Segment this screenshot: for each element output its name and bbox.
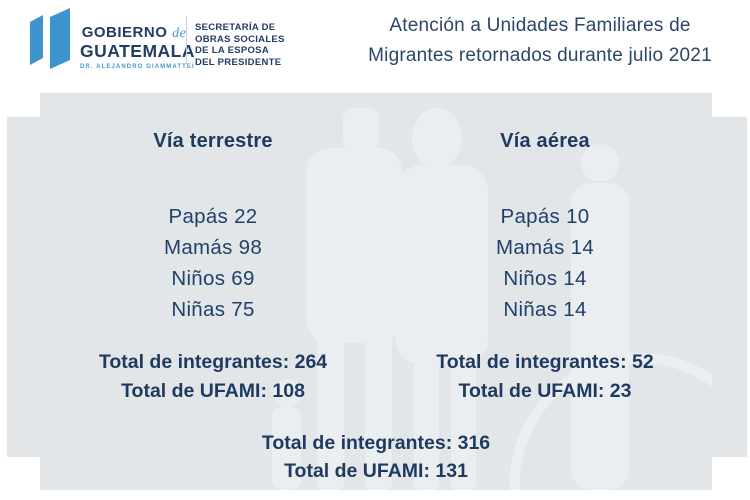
guatemala-flag-bars-icon xyxy=(30,8,70,69)
family-silhouette-icon xyxy=(272,108,712,490)
gobierno-logo-text: GOBIERNO de GUATEMALA DR. ALEJANDRO GIAM… xyxy=(80,24,195,70)
president-name: DR. ALEJANDRO GIAMMATTEI xyxy=(80,64,195,70)
secretaria-line: DEL PRESIDENTE xyxy=(195,56,282,68)
page-title: Atención a Unidades Familiares de Migran… xyxy=(335,11,745,71)
gobierno-line: GOBIERNO de xyxy=(81,24,187,41)
de-word: de xyxy=(172,26,187,41)
secretaria-line: SECRETARÍA DE xyxy=(195,22,276,33)
logo-divider xyxy=(186,16,187,64)
panel-main xyxy=(40,93,712,490)
secretaria-line: OBRAS SOCIALES xyxy=(195,33,285,45)
secretaria-block: SECRETARÍA DE OBRAS SOCIALES DE LA ESPOS… xyxy=(195,22,285,68)
title-line-2: Migrantes retornados durante julio 2021 xyxy=(368,45,712,66)
title-line-1: Atención a Unidades Familiares de xyxy=(389,15,691,36)
header: GOBIERNO de GUATEMALA DR. ALEJANDRO GIAM… xyxy=(0,0,750,90)
secretaria-line: DE LA ESPOSA xyxy=(195,45,269,56)
guatemala-line: GUATEMALA xyxy=(80,41,195,61)
